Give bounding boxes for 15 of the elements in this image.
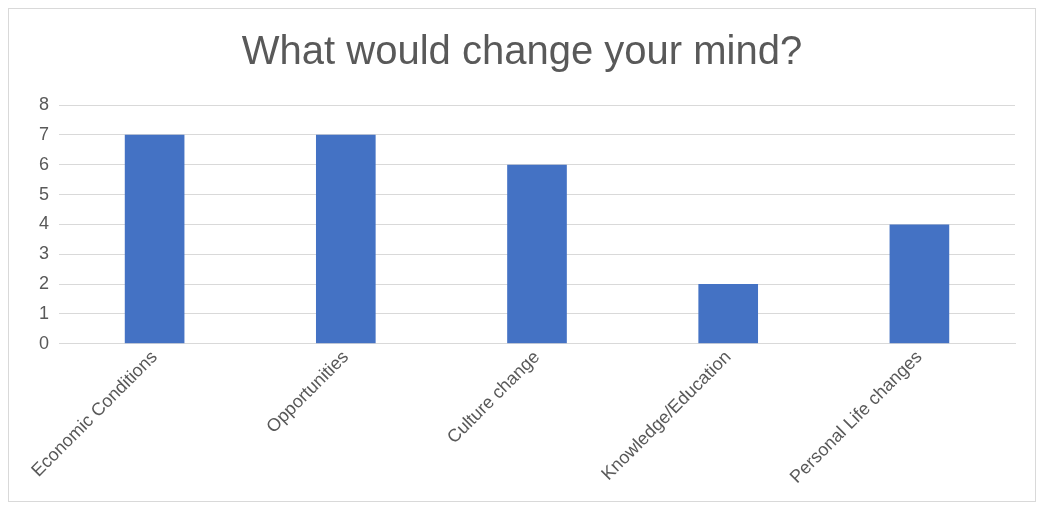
y-tick-label: 4 <box>39 213 50 234</box>
y-tick-label: 0 <box>39 332 50 353</box>
y-tick-label: 5 <box>39 183 50 204</box>
y-tick-label: 7 <box>39 123 50 144</box>
bar <box>698 284 759 344</box>
bar <box>507 164 567 344</box>
y-tick-label: 8 <box>39 93 50 114</box>
y-tick-label: 3 <box>39 243 50 264</box>
y-tick-label: 2 <box>39 273 50 294</box>
bar <box>315 134 376 344</box>
bar <box>889 224 950 344</box>
y-tick-label: 6 <box>39 153 50 174</box>
chart-title: What would change your mind? <box>241 28 803 73</box>
y-tick-label: 1 <box>39 302 50 323</box>
bar <box>124 134 185 344</box>
